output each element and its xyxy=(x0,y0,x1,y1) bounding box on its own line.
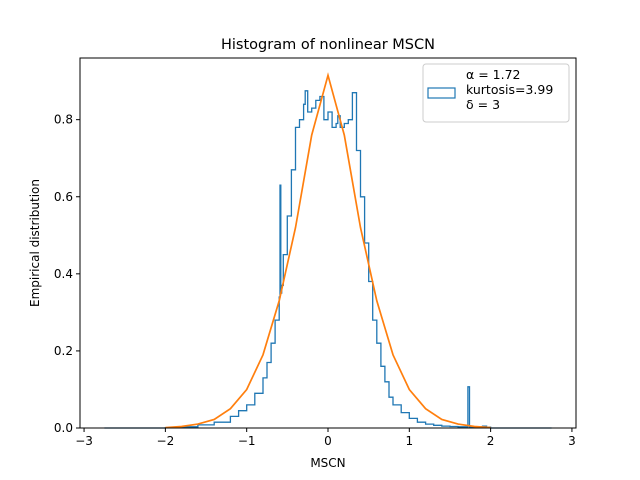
x-tick-label: −3 xyxy=(75,434,93,448)
legend-line: δ = 3 xyxy=(466,97,500,112)
y-tick-label: 0.0 xyxy=(54,421,73,435)
chart-title: Histogram of nonlinear MSCN xyxy=(221,37,435,53)
x-tick-label: −1 xyxy=(238,434,256,448)
x-tick-label: −2 xyxy=(157,434,175,448)
legend-line: kurtosis=3.99 xyxy=(466,82,553,97)
y-tick-label: 0.8 xyxy=(54,113,73,127)
y-tick-label: 0.4 xyxy=(54,267,73,281)
y-tick-label: 0.6 xyxy=(54,190,73,204)
x-tick-label: 0 xyxy=(324,434,332,448)
legend-line: α = 1.72 xyxy=(466,67,521,82)
y-axis-label: Empirical distribution xyxy=(28,179,42,307)
y-tick-label: 0.2 xyxy=(54,344,73,358)
fit-curve-series xyxy=(165,72,491,429)
legend-swatch-histogram xyxy=(427,87,456,99)
histogram-series xyxy=(104,90,552,429)
x-axis-label: MSCN xyxy=(310,456,345,470)
x-tick-label: 2 xyxy=(487,434,495,448)
legend-box xyxy=(422,63,570,123)
plot-area: −3 −2 −1 0 1 2 3 0.0 0.2 0.4 0.6 0.8 xyxy=(54,57,577,448)
x-tick-label: 3 xyxy=(568,434,576,448)
x-tick-label: 1 xyxy=(405,434,413,448)
